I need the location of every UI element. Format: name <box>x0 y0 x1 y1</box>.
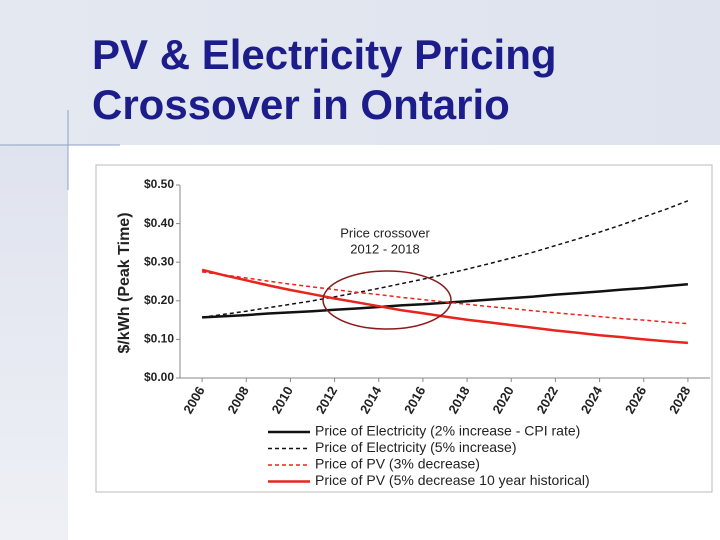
legend-label: Price of Electricity (2% increase - CPI … <box>315 423 580 439</box>
side-band <box>0 145 68 540</box>
series-line <box>201 271 688 325</box>
header-band <box>0 0 720 145</box>
annotation: Price crossover <box>340 225 430 240</box>
series-line <box>202 282 689 319</box>
annotation: 2012 - 2018 <box>350 241 419 256</box>
y-tick-label: $0.20 <box>144 293 174 307</box>
y-tick-label: $0.00 <box>144 370 174 384</box>
legend-label: Price of Electricity (5% increase) <box>315 439 517 455</box>
crossover-ellipse <box>322 270 452 330</box>
legend-label: Price of PV (5% decrease 10 year histori… <box>315 472 590 488</box>
series-line <box>201 268 688 345</box>
y-tick-label: $0.10 <box>144 332 174 346</box>
y-tick-label: $0.30 <box>144 254 174 268</box>
y-tick-label: $0.40 <box>144 216 174 230</box>
y-tick-label: $0.50 <box>144 177 174 191</box>
slide-title: PV & Electricity Pricing Crossover in On… <box>92 31 557 128</box>
series-line <box>201 200 689 319</box>
legend-label: Price of PV (3% decrease) <box>315 456 480 472</box>
y-axis-title: $/kWh (Peak Time) <box>116 212 133 353</box>
